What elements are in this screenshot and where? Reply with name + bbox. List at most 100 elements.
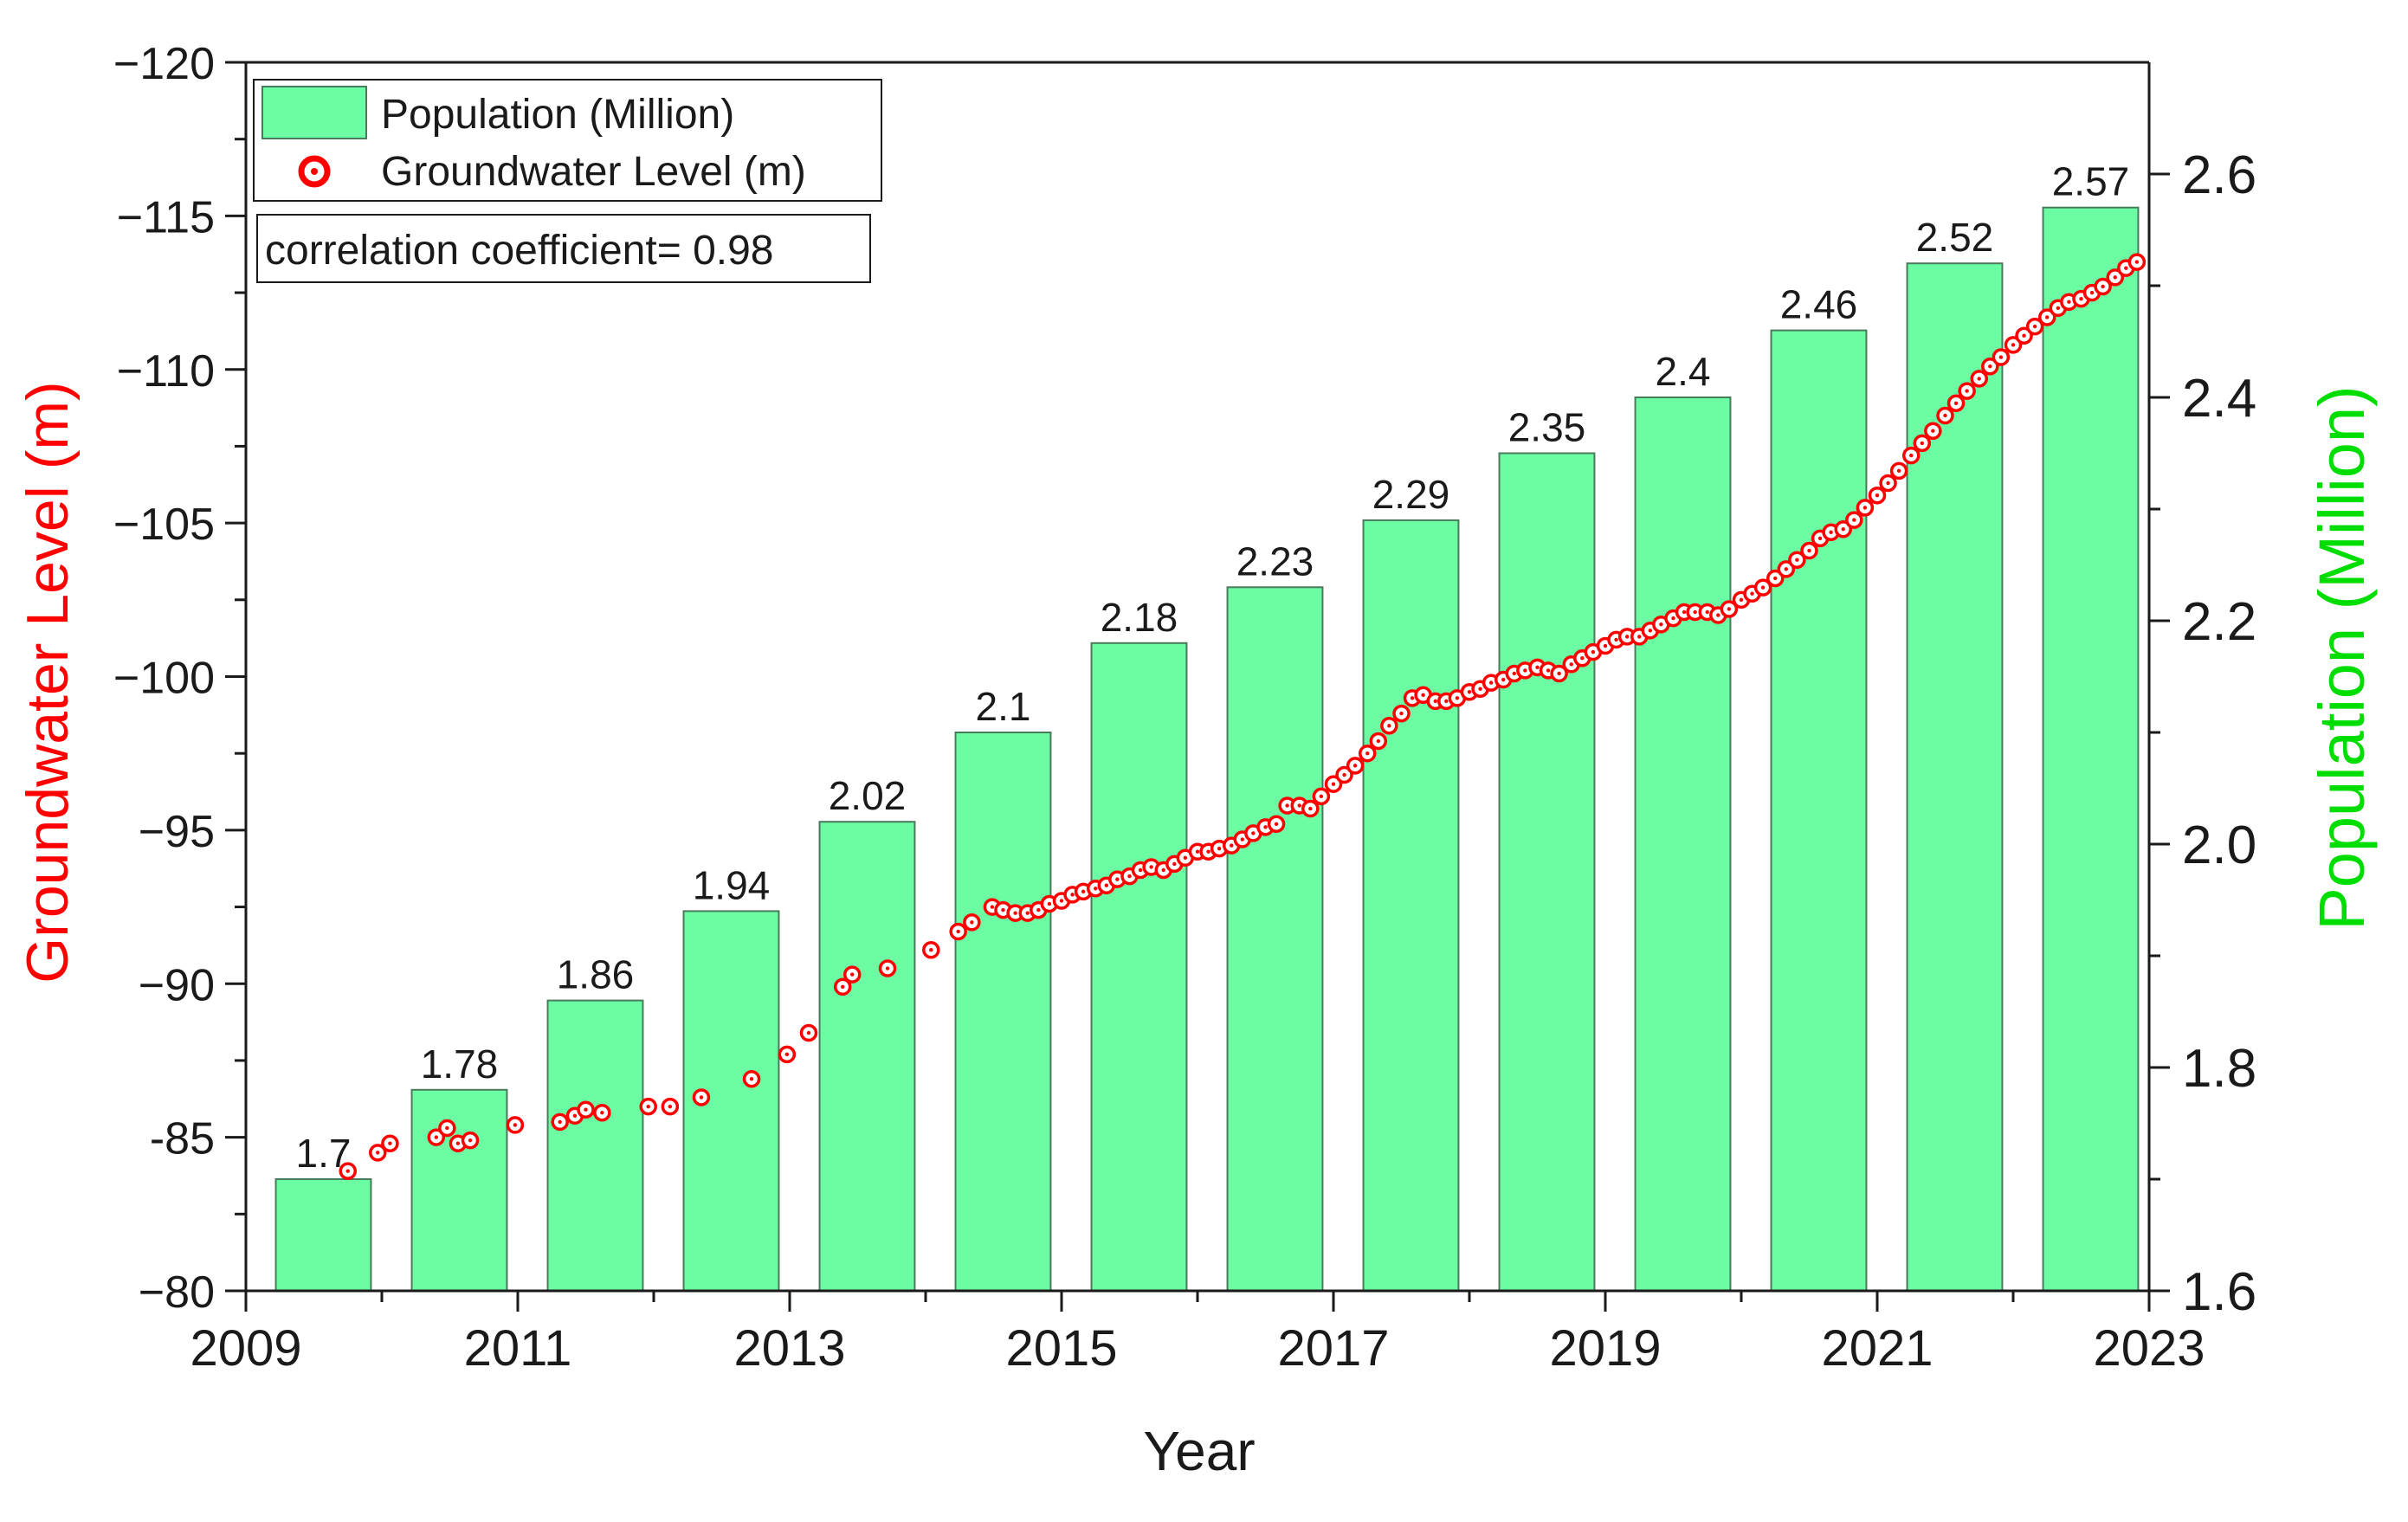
groundwater-point-center	[1274, 822, 1279, 826]
groundwater-point-center	[1319, 794, 1324, 799]
y-left-tick-label: −110	[117, 346, 215, 397]
x-tick-label: 2011	[464, 1320, 572, 1377]
population-bar	[1770, 329, 1868, 1293]
population-bar	[1090, 642, 1188, 1292]
groundwater-point-center	[1659, 622, 1663, 627]
groundwater-point-center	[1739, 597, 1744, 603]
groundwater-point-center	[749, 1077, 754, 1081]
y-left-tick-label: −105	[113, 500, 215, 550]
population-bar-value-label: 2.4	[1656, 349, 1711, 394]
population-bar	[1362, 519, 1460, 1292]
groundwater-point-center	[388, 1141, 392, 1145]
groundwater-point-center	[1920, 441, 1925, 446]
groundwater-point-center	[1760, 585, 1766, 590]
y-right-tick-label: 2.6	[2182, 145, 2256, 205]
population-bar-value-label: 2.52	[1916, 215, 1994, 260]
legend-groundwater-label: Groundwater Level (m)	[381, 149, 806, 195]
groundwater-point-center	[558, 1119, 562, 1125]
groundwater-point-center	[1523, 668, 1527, 673]
population-bar	[1906, 262, 2004, 1293]
x-axis-title: Year	[1143, 1420, 1255, 1482]
groundwater-point-center	[1352, 764, 1358, 768]
y-left-tick-label: -85	[150, 1114, 215, 1164]
y-left-tick-label: −115	[117, 192, 215, 242]
groundwater-point-center	[1342, 772, 1346, 777]
groundwater-point-center	[445, 1125, 449, 1131]
x-tick-label: 2021	[1821, 1320, 1933, 1377]
groundwater-point-center	[1829, 530, 1833, 534]
population-bar-value-label: 2.1	[976, 684, 1031, 729]
population-bar	[274, 1178, 372, 1292]
groundwater-point-center	[841, 984, 845, 989]
groundwater-point-center	[1557, 671, 1561, 676]
groundwater-point-center	[376, 1151, 380, 1155]
population-bar-value-label: 1.78	[421, 1042, 499, 1087]
groundwater-point-center	[1591, 649, 1596, 655]
groundwater-point-center	[885, 966, 890, 971]
groundwater-point-center	[1127, 874, 1132, 879]
groundwater-point-center	[956, 929, 960, 934]
groundwater-point-center	[1988, 364, 1992, 369]
groundwater-point-center	[513, 1123, 518, 1127]
groundwater-point-center	[1025, 911, 1030, 915]
groundwater-point-center	[1308, 806, 1313, 811]
groundwater-point-center	[1399, 711, 1404, 716]
groundwater-point-center	[850, 972, 855, 977]
y-right-tick-label: 2.2	[2182, 592, 2256, 652]
population-bar-value-label: 2.46	[1780, 282, 1858, 327]
population-bar	[1634, 397, 1732, 1292]
y-right-tick-label: 1.8	[2182, 1039, 2256, 1099]
groundwater-point-center	[1376, 738, 1381, 744]
groundwater-point-center	[1263, 825, 1268, 829]
groundwater-point-center	[1195, 849, 1200, 854]
groundwater-point-center	[1217, 846, 1222, 851]
groundwater-point-center	[1104, 883, 1109, 887]
groundwater-point-center	[2067, 300, 2071, 304]
groundwater-point-center	[455, 1141, 461, 1145]
groundwater-point-center	[1693, 609, 1697, 615]
y-left-tick-label: −100	[113, 654, 215, 704]
y-left-axis-title: Groundwater Level (m)	[15, 381, 81, 983]
groundwater-point-center	[1365, 751, 1370, 756]
groundwater-point-center	[668, 1104, 673, 1109]
groundwater-point-center	[345, 1169, 350, 1173]
groundwater-point-center	[1931, 429, 1935, 433]
groundwater-point-center	[1750, 591, 1754, 596]
groundwater-point-center	[1149, 865, 1153, 869]
y-right-tick-label: 2.4	[2182, 369, 2256, 429]
groundwater-point-center	[1297, 803, 1301, 808]
groundwater-point-center	[2056, 306, 2061, 310]
groundwater-point-center	[1421, 693, 1425, 697]
groundwater-point-center	[1716, 613, 1720, 617]
population-bar	[1498, 452, 1596, 1292]
groundwater-point-center	[1841, 527, 1845, 532]
groundwater-point-center	[1648, 629, 1653, 633]
groundwater-point-center	[1896, 468, 1901, 474]
groundwater-point-center	[1070, 893, 1075, 897]
groundwater-point-center	[1637, 635, 1642, 639]
population-bar	[546, 999, 644, 1292]
groundwater-point-center	[646, 1104, 650, 1109]
groundwater-point-center	[1161, 867, 1165, 873]
groundwater-point-center	[1230, 843, 1234, 848]
correlation-box	[256, 214, 871, 283]
groundwater-point-center	[1886, 480, 1890, 486]
x-tick-label: 2023	[2093, 1320, 2205, 1377]
groundwater-point-center	[1784, 567, 1789, 571]
groundwater-point-center	[1444, 699, 1449, 704]
groundwater-point-center	[1682, 609, 1687, 615]
population-bar	[2042, 206, 2140, 1293]
groundwater-point-center	[1546, 668, 1551, 673]
groundwater-point-center	[1965, 389, 1969, 393]
groundwater-point-center	[2022, 333, 2026, 338]
groundwater-point-center	[1251, 831, 1256, 835]
groundwater-point-center	[434, 1135, 438, 1139]
groundwater-point-center	[1512, 671, 1517, 676]
population-bar	[410, 1088, 508, 1293]
groundwater-point-center	[1773, 576, 1778, 581]
groundwater-point-center	[1285, 803, 1289, 808]
groundwater-point-center	[1705, 609, 1709, 615]
groundwater-point-center	[784, 1052, 790, 1057]
legend: Population (Million) Groundwater Level (…	[253, 79, 882, 202]
groundwater-point-center	[1943, 413, 1947, 418]
